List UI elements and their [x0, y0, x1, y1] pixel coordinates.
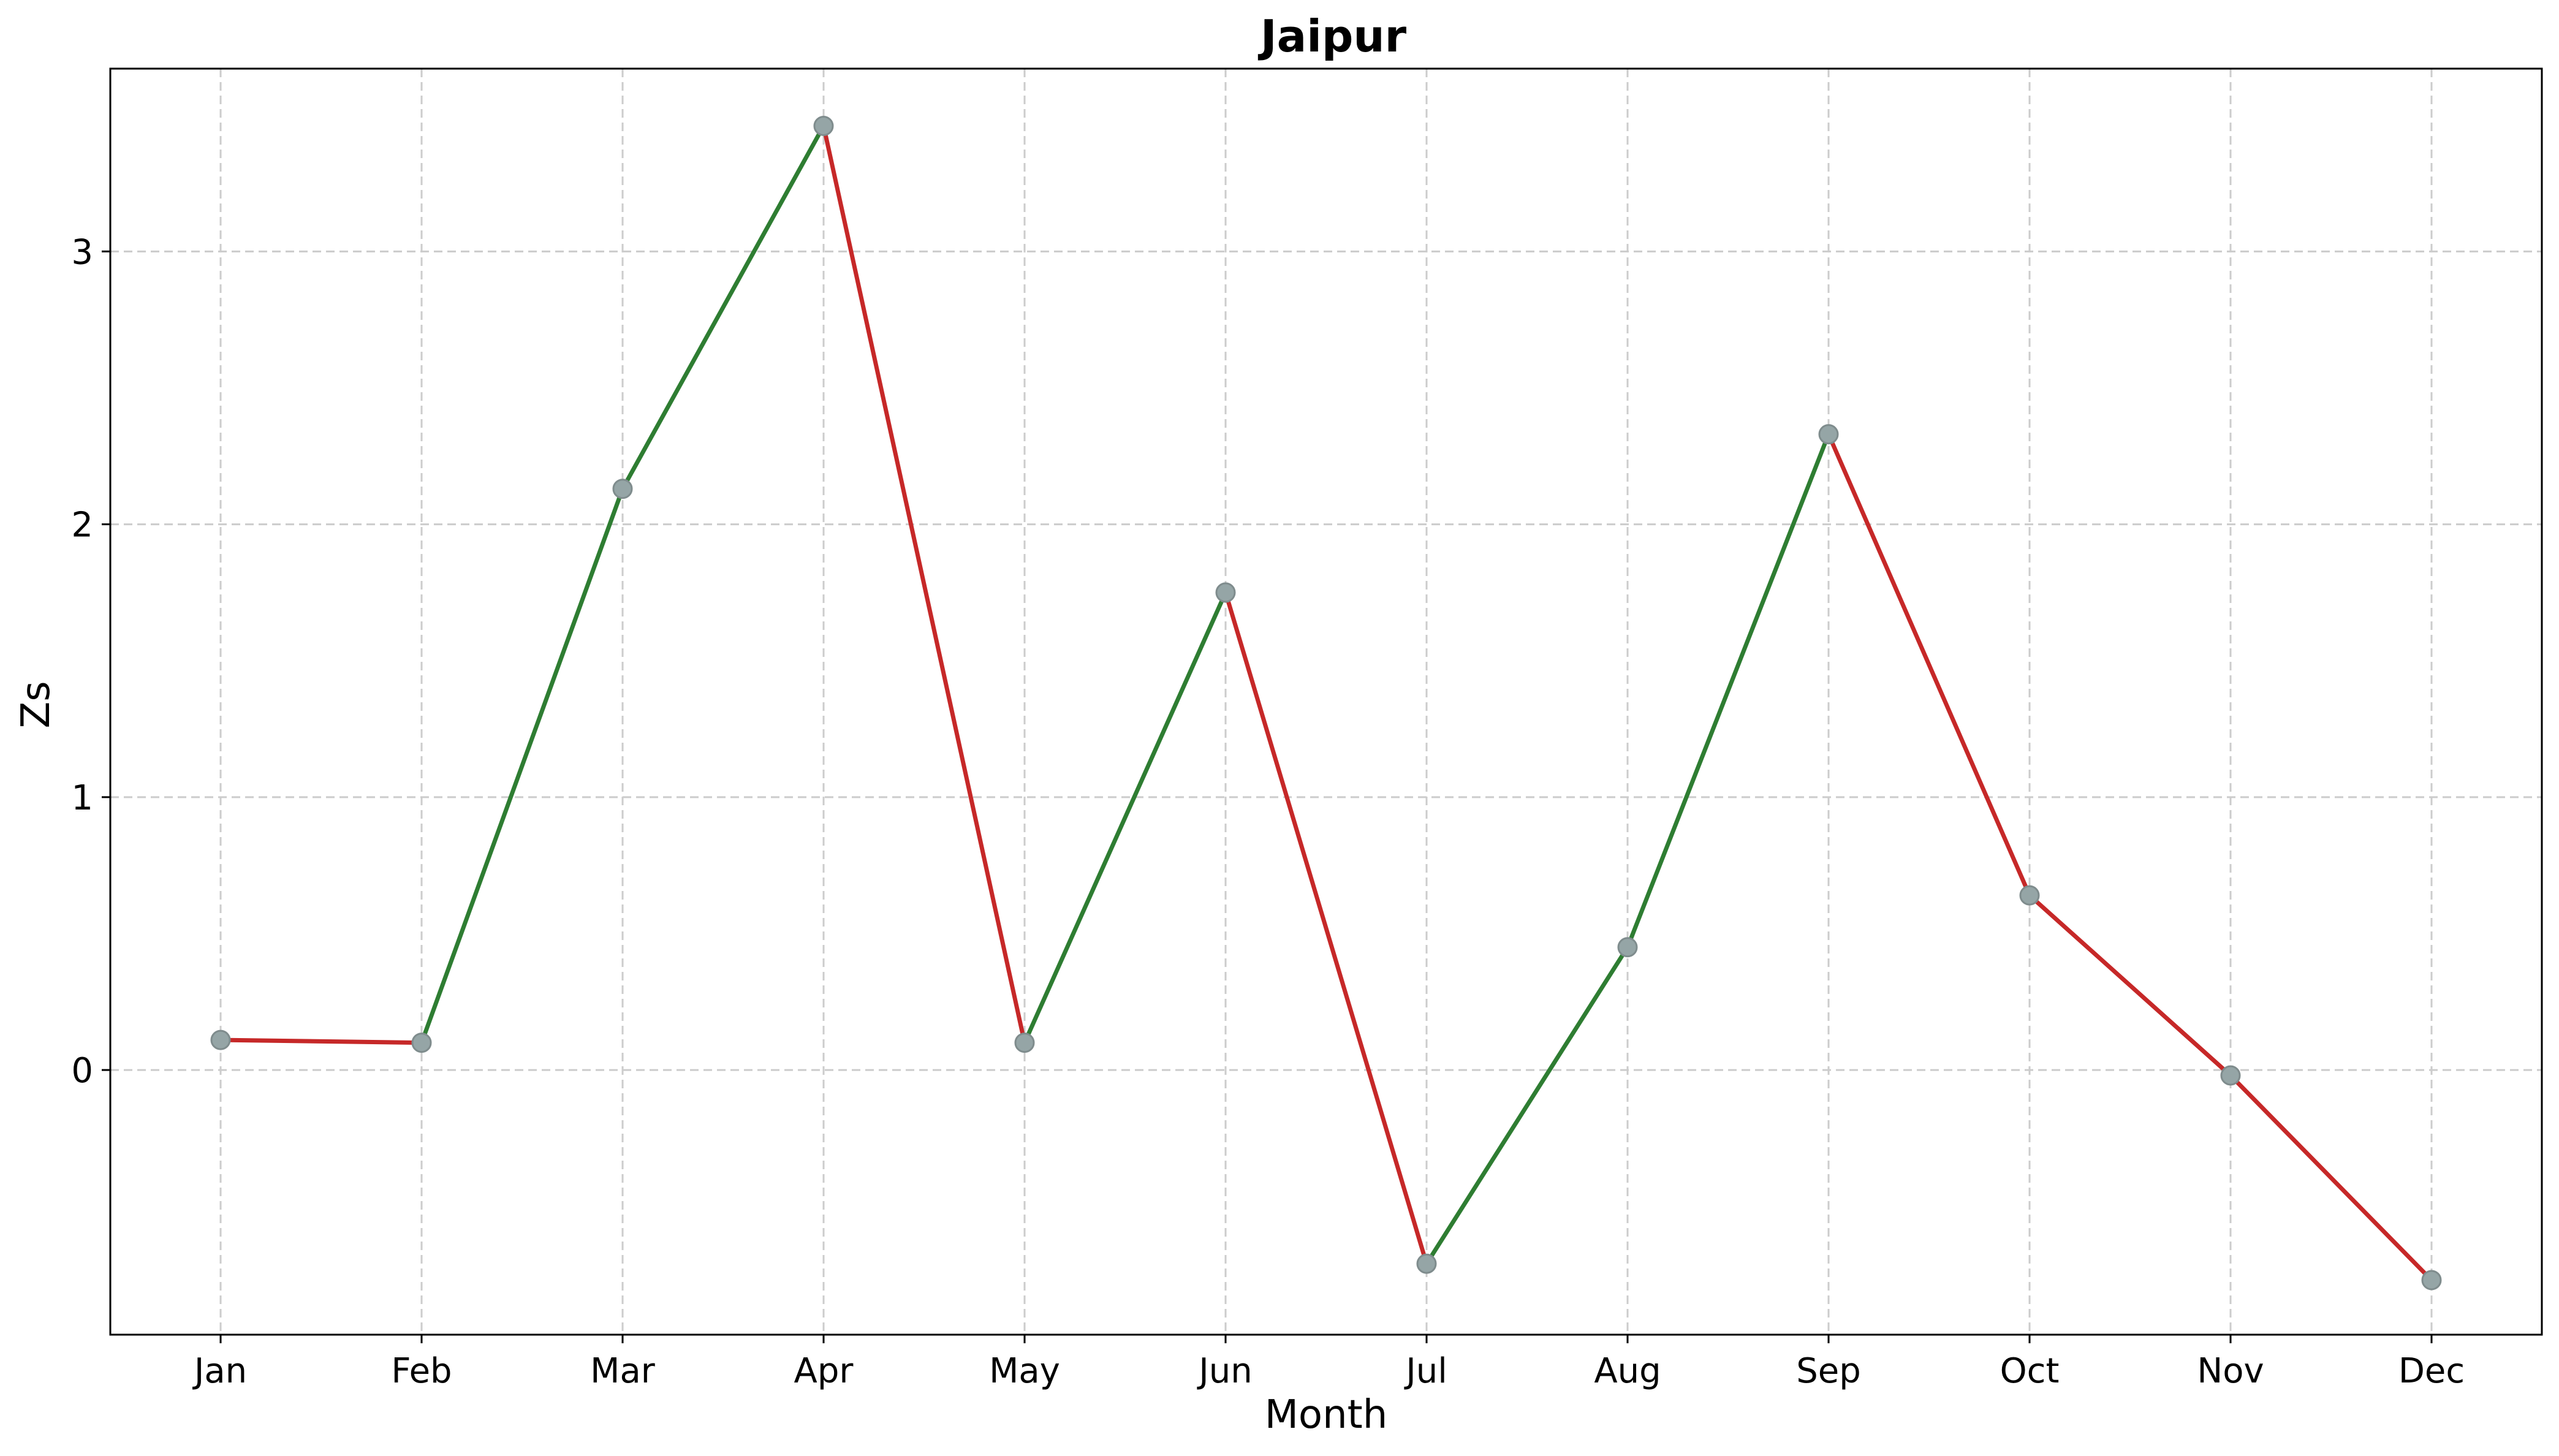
x-tick-label-nov: Nov [2197, 1351, 2264, 1391]
data-point-nov [2220, 1065, 2241, 1086]
data-point-mar [612, 479, 633, 499]
segment-feb-mar [419, 487, 625, 1045]
y-tick-label-0: 0 [71, 1051, 93, 1091]
data-point-aug [1617, 937, 1638, 958]
y-axis-label: Zs [13, 681, 59, 728]
y-tick-label-2: 2 [71, 506, 93, 545]
series-segments [218, 124, 2434, 1283]
x-tick-label-sep: Sep [1796, 1351, 1861, 1391]
series-markers [210, 116, 2442, 1291]
x-tick-label-jun: Jun [1197, 1351, 1253, 1391]
segment-aug-sep [1625, 432, 1831, 950]
data-point-oct [2019, 885, 2040, 906]
data-point-dec [2421, 1270, 2442, 1291]
segment-oct-nov [2027, 893, 2233, 1078]
x-tick-label-jan: Jan [192, 1351, 247, 1391]
x-tick-label-dec: Dec [2398, 1351, 2465, 1391]
x-tick-label-apr: Apr [794, 1351, 854, 1391]
x-tick-label-feb: Feb [391, 1351, 452, 1391]
x-tick-label-jul: Jul [1404, 1351, 1447, 1391]
y-tick-label-3: 3 [71, 232, 93, 272]
x-tick-label-mar: Mar [590, 1351, 656, 1391]
segment-jun-jul [1223, 590, 1429, 1266]
data-point-sep [1818, 424, 1839, 445]
y-tick-label-1: 1 [71, 778, 93, 818]
segment-apr-may [821, 124, 1027, 1045]
segment-sep-oct [1826, 432, 2032, 898]
data-point-may [1014, 1033, 1035, 1053]
segment-may-jun [1022, 590, 1228, 1045]
segment-jul-aug [1424, 945, 1630, 1266]
x-tick-label-may: May [989, 1351, 1060, 1391]
data-point-feb [411, 1033, 432, 1053]
chart-title: Jaipur [1257, 10, 1407, 62]
segment-jan-feb [218, 1037, 424, 1045]
x-tick-label-aug: Aug [1594, 1351, 1661, 1391]
data-point-apr [813, 116, 834, 137]
segment-nov-dec [2228, 1073, 2434, 1283]
data-point-jan [210, 1029, 231, 1050]
plot-frame [109, 67, 2543, 1336]
x-tick-label-oct: Oct [2000, 1351, 2060, 1391]
grid [110, 69, 2542, 1335]
data-point-jul [1416, 1253, 1437, 1274]
x-axis-label: Month [1265, 1392, 1388, 1438]
segment-mar-apr [620, 124, 826, 491]
data-point-jun [1215, 582, 1236, 603]
x-axis-ticks: Jan Feb Mar Apr May Jun Jul Aug Sep Oct Nov Dec [192, 1335, 2465, 1391]
y-axis-ticks: 0 1 2 3 [71, 232, 110, 1091]
